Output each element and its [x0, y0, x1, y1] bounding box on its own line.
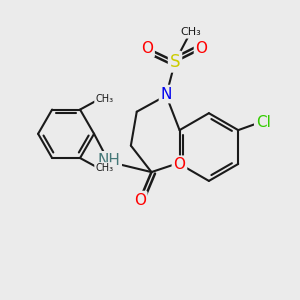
Text: NH: NH	[97, 153, 120, 168]
Text: CH₃: CH₃	[95, 163, 114, 173]
Text: O: O	[134, 193, 146, 208]
Text: CH₃: CH₃	[181, 27, 202, 37]
Text: S: S	[170, 53, 180, 71]
Text: O: O	[141, 41, 153, 56]
Text: O: O	[173, 157, 185, 172]
Text: Cl: Cl	[256, 115, 271, 130]
Text: N: N	[160, 87, 172, 102]
Text: O: O	[196, 41, 208, 56]
Text: CH₃: CH₃	[95, 94, 114, 104]
